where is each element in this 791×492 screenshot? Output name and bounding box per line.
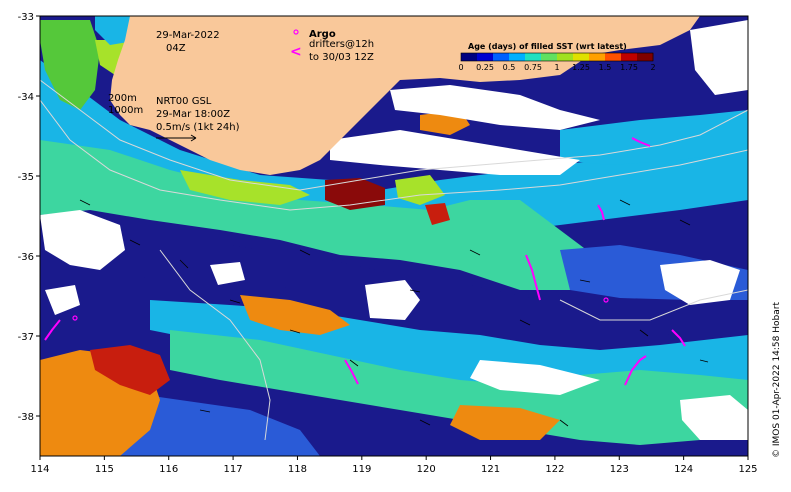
green-band-north	[40, 140, 600, 290]
contour-label-1000m: 1000m	[108, 105, 143, 116]
date-label-line2: 04Z	[166, 43, 186, 54]
drifter-tracks	[44, 137, 686, 386]
colorbar-swatch	[541, 53, 558, 61]
x-tick-label: 117	[224, 464, 243, 475]
contour-label-200m: 200m	[108, 93, 137, 104]
x-tick-label: 118	[288, 464, 307, 475]
contour-deep-2	[559, 289, 748, 321]
x-tick-label: 115	[95, 464, 114, 475]
colorbar-tick-label: 1.25	[572, 63, 590, 72]
colorbar-swatch	[477, 53, 494, 61]
x-tick-label: 116	[159, 464, 178, 475]
argo-legend-icon	[293, 29, 299, 35]
colorbar-tick-label: 1	[554, 63, 559, 72]
colorbar-tick-label: 0.25	[476, 63, 494, 72]
cloud-patch-east-top	[690, 20, 748, 95]
current-vectors	[79, 199, 709, 427]
red-patch-central	[425, 203, 450, 225]
y-tick-label: -36	[18, 252, 34, 263]
date-label-line1: 29-Mar-2022	[156, 30, 220, 41]
x-axis: 114 115 116 117 118 119 120 121 122 123 124 125	[30, 456, 758, 475]
cloud-patch-south	[470, 360, 600, 395]
y-tick-label: -33	[18, 12, 34, 23]
y-tick-label: -35	[18, 172, 34, 183]
cyan-patch-northeast	[560, 110, 748, 165]
colorbar-swatch	[557, 53, 574, 61]
orange-patch-mid	[240, 295, 350, 335]
y-tick-label: -38	[18, 412, 34, 423]
green-band-south	[170, 330, 748, 445]
colorbar-swatch	[525, 53, 542, 61]
current-scale-arrowhead	[190, 134, 197, 142]
colorbar-swatch	[461, 53, 478, 61]
contour-1000m	[40, 99, 748, 211]
argo-legend-label: Argo	[309, 29, 336, 40]
contour-200m	[40, 79, 748, 191]
green-patch-northwest	[40, 20, 100, 110]
colorbar-tick-label: 0.5	[503, 63, 516, 72]
colorbar-ticks: 0 0.25 0.5 0.75 1 1.25 1.5 1.75 2	[458, 63, 655, 72]
colorbar-swatch	[589, 53, 606, 61]
y-tick-label: -34	[18, 92, 34, 103]
cloud-patch-southeast	[680, 395, 748, 440]
colorbar-tick-label: 1.75	[620, 63, 638, 72]
colorbar-frame	[460, 52, 654, 62]
x-tick-label: 120	[417, 464, 436, 475]
drifter-legend-icon: <	[290, 44, 302, 60]
credit-text: © IMOS 01-Apr-2022 14:58 Hobart	[772, 302, 782, 458]
y-tick-label: -37	[18, 332, 34, 343]
current-label-line1: NRT00 GSL	[156, 96, 212, 107]
colorbar-swatches	[460, 52, 654, 62]
colorbar-tick-label: 0	[458, 63, 463, 72]
x-tick-label: 119	[352, 464, 371, 475]
lime-patch-central	[395, 175, 445, 205]
x-tick-label: 122	[545, 464, 564, 475]
red-patch-west	[90, 345, 170, 395]
x-tick-label: 125	[738, 464, 757, 475]
current-label-line2: 29-Mar 18:00Z	[156, 109, 230, 120]
colorbar-swatch	[637, 53, 654, 61]
colorbar-swatch	[621, 53, 638, 61]
cloud-patch-center	[210, 262, 245, 285]
colorbar-swatch	[493, 53, 510, 61]
x-tick-label: 114	[30, 464, 49, 475]
drifter-legend-line2: to 30/03 12Z	[309, 52, 374, 63]
cloud-patch-northeast	[390, 85, 600, 130]
x-tick-label: 121	[481, 464, 500, 475]
colorbar-tick-label: 0.75	[524, 63, 542, 72]
colorbar-tick-label: 2	[650, 63, 655, 72]
colorbar-swatch	[509, 53, 526, 61]
drifter-legend-line1: drifters@12h	[309, 39, 374, 50]
cloud-patch-east	[660, 260, 740, 305]
contour-deep	[159, 249, 271, 441]
cloud-patch-sw	[45, 285, 80, 315]
colorbar-tick-label: 1.5	[599, 63, 612, 72]
colorbar-swatch	[573, 53, 590, 61]
cloud-patch-west	[40, 210, 125, 270]
colorbar-title: Age (days) of filled SST (wrt latest)	[468, 42, 627, 51]
lime-patch-coast	[180, 170, 310, 205]
x-tick-label: 124	[674, 464, 693, 475]
current-label-line3: 0.5m/s (1kt 24h)	[156, 122, 240, 133]
colorbar-swatch	[605, 53, 622, 61]
cloud-patch-coast	[330, 130, 580, 175]
x-tick-label: 123	[610, 464, 629, 475]
sst-map-area	[40, 16, 748, 456]
argo-floats	[72, 297, 609, 321]
y-axis: -33 -34 -35 -36 -37 -38	[18, 12, 40, 423]
cloud-patch-mid	[365, 280, 420, 320]
orange-patch-south	[450, 405, 560, 440]
plot-frame	[39, 15, 749, 457]
